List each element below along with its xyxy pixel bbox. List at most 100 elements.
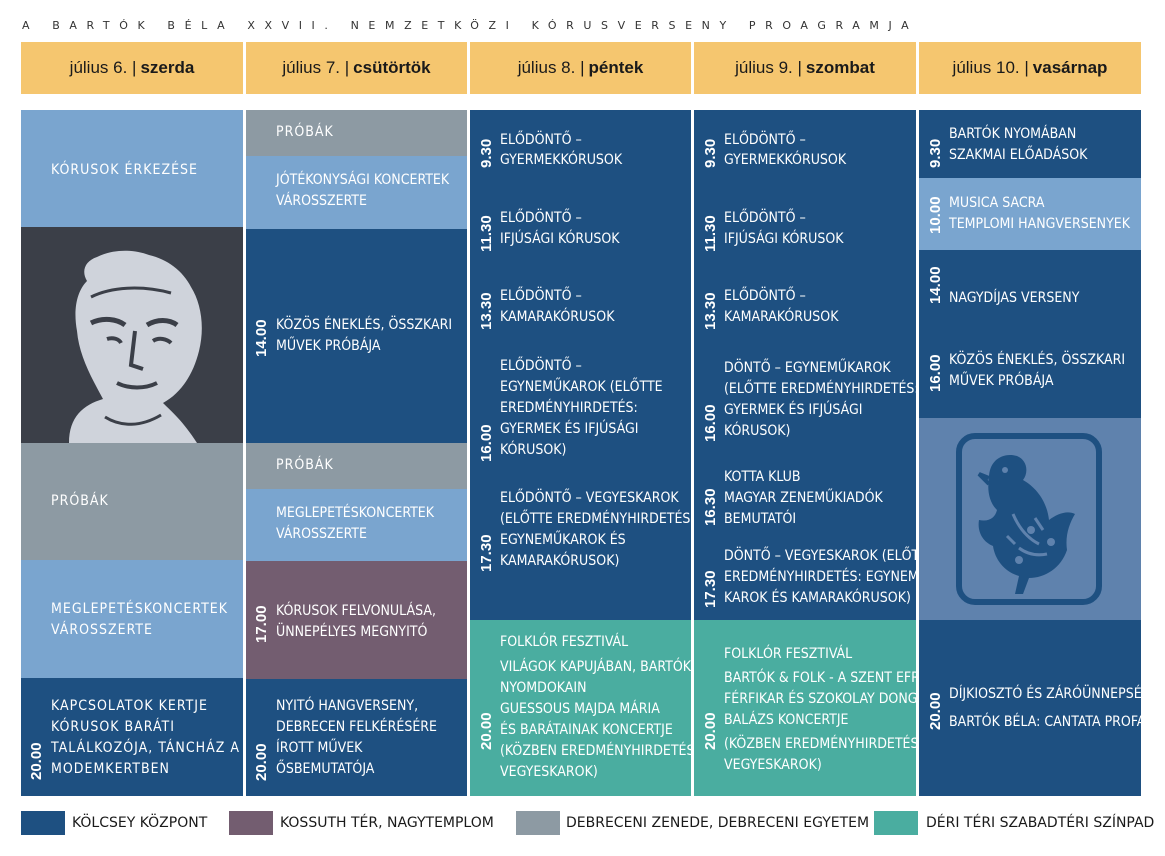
day-header-1: július 6. | szerda	[21, 42, 243, 94]
event-line: KÓRUSOK)	[724, 423, 791, 439]
event-line: MŰVEK PRÓBÁJA	[276, 338, 381, 354]
day-weekday: csütörtök	[353, 58, 431, 77]
page-title: A BARTÓK BÉLA XXVII. NEMZETKÖZI KÓRUSVER…	[22, 19, 919, 32]
day-header-4: július 9. | szombat	[694, 42, 916, 94]
event-line: FOLKLÓR FESZTIVÁL	[500, 634, 629, 650]
event-line: ELŐDÖNTŐ –	[724, 288, 806, 304]
event-line: MŰVEK PRÓBÁJA	[949, 373, 1054, 389]
event-line: KÓRUSOK)	[500, 442, 567, 458]
opening-concert-block: 20.00 NYITÓ HANGVERSENY, DEBRECEN FELKÉR…	[246, 679, 467, 796]
event-line: GYERMEKKÓRUSOK	[724, 152, 847, 168]
event-line: ELŐDÖNTŐ –	[500, 210, 582, 226]
event-line: IFJÚSÁGI KÓRUSOK	[500, 231, 620, 247]
time-label: 14.00	[927, 266, 944, 304]
day-header-2: július 7. | csütörtök	[246, 42, 467, 94]
event-line: (KÖZBEN EREDMÉNYHIRDETÉS:	[724, 736, 923, 752]
time-label: 20.00	[478, 712, 495, 750]
legend-swatch-deri	[874, 811, 918, 835]
day-weekday: szerda	[140, 58, 195, 77]
legend-label-kossuth: KOSSUTH TÉR, NAGYTEMPLOM	[280, 815, 494, 831]
time-label: 17.00	[253, 605, 270, 643]
rehearsal-text: PRÓBÁK	[276, 457, 334, 473]
event-line: DÖNTŐ – EGYNEMŰKAROK	[724, 360, 891, 376]
surprise-concert-block: MEGLEPETÉSKONCERTEK VÁROSSZERTE	[21, 560, 243, 678]
event-line: VÁROSSZERTE	[276, 193, 367, 209]
event-line: ÜNNEPÉLYES MEGNYITÓ	[276, 624, 428, 640]
event-line: EREDMÉNYHIRDETÉS: EGYNEMŰ	[724, 569, 928, 585]
event-line: KÖZÖS ÉNEKLÉS, ÖSSZKARI	[949, 352, 1126, 368]
event-line: GUESSOUS MAJDA MÁRIA	[500, 701, 660, 717]
arrival-block: KÓRUSOK ÉRKEZÉSE	[21, 110, 243, 227]
day-header-5: július 10. | vasárnap	[919, 42, 1141, 94]
event-line: BARTÓK BÉLA: CANTATA PROFANA	[949, 714, 1164, 730]
event-line: ELŐDÖNTŐ – VEGYESKAROK	[500, 490, 679, 506]
event-line: BEMUTATÓI	[724, 511, 797, 527]
event-line: KAMARAKÓRUSOK	[500, 309, 615, 325]
portrait-block	[21, 227, 243, 443]
arrival-text: KÓRUSOK ÉRKEZÉSE	[51, 162, 199, 178]
time-label: 17.30	[478, 534, 495, 572]
bird-image-block	[919, 418, 1141, 620]
time-label: 9.30	[478, 138, 495, 168]
event-line: MEGLEPETÉSKONCERTEK	[276, 505, 434, 521]
event-line: KAMARAKÓRUSOK	[724, 309, 839, 325]
event-line: ELŐDÖNTŐ –	[724, 210, 806, 226]
time-label: 20.00	[702, 712, 719, 750]
legend-label-kolcsey: KÖLCSEY KÖZPONT	[72, 815, 208, 831]
legend-swatch-kossuth	[229, 811, 273, 835]
legend-label-deri: DÉRI TÉRI SZABADTÉRI SZÍNPAD	[926, 815, 1155, 831]
event-line: MAGYAR ZENEMŰKIADÓK	[724, 490, 883, 506]
day-header-3: július 8. | péntek	[470, 42, 691, 94]
day-date: július 6. |	[69, 58, 137, 77]
event-line: EGYNEMŰKAROK ÉS	[500, 532, 626, 548]
event-line: VÁROSSZERTE	[276, 526, 367, 542]
closing-block: 20.00 DÍJKIOSZTÓ ÉS ZÁRÓÜNNEPSÉG BARTÓK …	[919, 620, 1163, 796]
day-date: július 10. |	[952, 58, 1029, 77]
evening-block: 20.00 KAPCSOLATOK KERTJE KÓRUSOK BARÁTI …	[21, 678, 243, 796]
event-line: DÖNTŐ – VEGYESKAROK (ELŐTTE	[724, 548, 935, 564]
event-line: ELŐDÖNTŐ –	[500, 288, 582, 304]
event-line: BALÁZS KONCERTJE	[724, 712, 849, 728]
event-line: MUSICA SACRA	[949, 195, 1045, 211]
event-line: ELŐDÖNTŐ –	[500, 132, 582, 148]
time-label: 11.30	[702, 215, 719, 252]
event-line: GYERMEKKÓRUSOK	[500, 152, 623, 168]
grand-prix-block: 14.00 NAGYDÍJAS VERSENY 16.00 KÖZÖS ÉNEK…	[919, 250, 1141, 418]
day-weekday: péntek	[588, 58, 644, 77]
event-line: KAPCSOLATOK KERTJE	[51, 698, 208, 714]
bartok-portrait-icon	[69, 250, 202, 443]
event-line: SZAKMAI ELŐADÁSOK	[949, 147, 1088, 163]
rehearsal-text: PRÓBÁK	[276, 124, 334, 140]
parade-block: 17.00 KÓRUSOK FELVONULÁSA, ÜNNEPÉLYES ME…	[246, 561, 467, 679]
time-label: 13.30	[702, 292, 719, 330]
event-line: VEGYESKAROK)	[500, 764, 598, 780]
time-label: 13.30	[478, 292, 495, 330]
event-line: TALÁLKOZÓJA, TÁNCHÁZ A	[51, 740, 240, 756]
time-label: 14.00	[253, 319, 270, 357]
event-line: NAGYDÍJAS VERSENY	[949, 290, 1080, 306]
event-line: KAROK ÉS KAMARAKÓRUSOK)	[724, 590, 911, 606]
event-line: GYERMEK ÉS IFJÚSÁGI	[500, 421, 639, 437]
legend-label-zenede: DEBRECENI ZENEDE, DEBRECENI EGYETEM	[566, 815, 870, 831]
event-line: MODEMKERTBEN	[51, 761, 170, 777]
time-label: 16.00	[478, 424, 495, 462]
event-line: (ELŐTTE EREDMÉNYHIRDETÉS:	[500, 511, 695, 527]
day-weekday: vasárnap	[1032, 58, 1108, 77]
rehearsal-block: PRÓBÁK	[246, 110, 467, 156]
event-line: DÍJKIOSZTÓ ÉS ZÁRÓÜNNEPSÉG	[949, 686, 1152, 702]
time-label: 16.30	[702, 488, 719, 526]
rehearsal-block: PRÓBÁK	[246, 443, 467, 489]
time-label: 9.30	[927, 138, 944, 168]
time-label: 16.00	[702, 404, 719, 442]
event-line: VÁROSSZERTE	[51, 622, 153, 638]
event-line: JÓTÉKONYSÁGI KONCERTEK	[276, 172, 450, 188]
day-date: július 9. |	[735, 58, 802, 77]
event-line: ELŐDÖNTŐ –	[724, 132, 806, 148]
event-line: KOTTA KLUB	[724, 469, 801, 485]
lectures-block: 9.30 BARTÓK NYOMÁBAN SZAKMAI ELŐADÁSOK	[919, 110, 1141, 178]
day4-competitions-block: 9.30 ELŐDÖNTŐ – GYERMEKKÓRUSOK 11.30 ELŐ…	[694, 110, 935, 620]
time-label: 9.30	[702, 138, 719, 168]
time-label: 10.00	[927, 196, 944, 234]
day3-competitions-block: 9.30 ELŐDÖNTŐ – GYERMEKKÓRUSOK 11.30 ELŐ…	[470, 110, 695, 620]
charity-block: JÓTÉKONYSÁGI KONCERTEK VÁROSSZERTE	[246, 156, 467, 229]
